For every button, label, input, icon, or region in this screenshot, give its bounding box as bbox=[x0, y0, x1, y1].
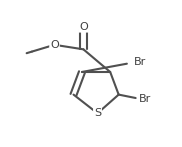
Text: Br: Br bbox=[139, 94, 151, 104]
Text: S: S bbox=[94, 108, 101, 118]
Text: O: O bbox=[79, 22, 88, 32]
Text: Br: Br bbox=[134, 57, 147, 67]
Text: O: O bbox=[50, 40, 59, 50]
